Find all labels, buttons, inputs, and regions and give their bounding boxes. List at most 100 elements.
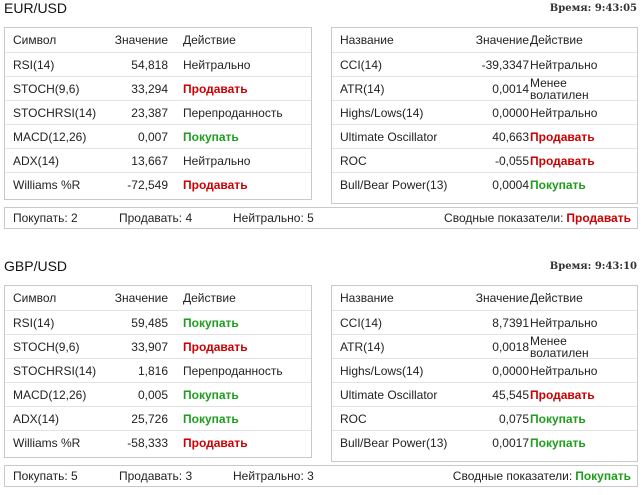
indicator-value: 0,0000 — [492, 106, 529, 120]
indicator-action: Покупать — [530, 436, 586, 450]
indicator-action: Покупать — [530, 178, 586, 192]
summary-overall: Сводные показатели: Покупать — [453, 466, 631, 486]
table-row: STOCH(9,6) 33,294 Продавать — [5, 76, 311, 100]
table-row: MACD(12,26) 0,007 Покупать — [5, 124, 311, 148]
table-row: STOCHRSI(14) 23,387 Перепроданность — [5, 100, 311, 124]
action-line: волатилен — [530, 346, 589, 360]
indicator-value: 25,726 — [131, 412, 168, 426]
table-row: CCI(14) 8,7391 Нейтрально — [332, 310, 637, 334]
summary-sell-count: Продавать: 4 — [119, 211, 193, 225]
oscillators-table: Символ Значение Действие RSI(14) 54,818 Нейтр… — [4, 27, 312, 200]
indicator-value: 33,907 — [131, 340, 168, 354]
indicator-name: ADX(14) — [13, 154, 60, 168]
indicator-name: Highs/Lows(14) — [340, 364, 424, 378]
indicator-name: ADX(14) — [13, 412, 60, 426]
table-row: Highs/Lows(14) 0,0000 Нейтрально — [332, 358, 637, 382]
indicator-action: Перепроданность — [183, 106, 283, 120]
summary-overall-label: Сводные показатели: — [452, 469, 573, 483]
table-row: Ultimate Oscillator 40,663 Продавать — [332, 124, 637, 148]
table-row: ADX(14) 25,726 Покупать — [5, 406, 311, 430]
summary-bar: Покупать: 2 Продавать: 4 Нейтрально: 5 Свод… — [4, 207, 638, 229]
indicator-action: Продавать — [530, 388, 595, 402]
indicator-value: 0,0014 — [492, 82, 529, 96]
table-row: RSI(14) 59,485 Покупать — [5, 310, 311, 334]
table-row: RSI(14) 54,818 Нейтрально — [5, 52, 311, 76]
table-row: Ultimate Oscillator 45,545 Продавать — [332, 382, 637, 406]
indicator-action: Продавать — [183, 82, 248, 96]
indicator-name: ROC — [340, 412, 367, 426]
indicator-value: 0,0018 — [492, 340, 529, 354]
column-header: Действие — [183, 33, 236, 47]
indicator-action: Менее волатилен — [530, 335, 589, 359]
indicator-action: Менее волатилен — [530, 77, 589, 101]
column-header: Значение — [114, 291, 168, 305]
table-row: Williams %R -72,549 Продавать — [5, 172, 311, 196]
table-row: STOCHRSI(14) 1,816 Перепроданность — [5, 358, 311, 382]
summary-buy-count: Покупать: 5 — [13, 469, 78, 483]
indicators-table: Название Значение Действие CCI(14) -39,3347 Н… — [331, 27, 638, 204]
table-row: ROC 0,075 Покупать — [332, 406, 637, 430]
indicator-name: ROC — [340, 154, 367, 168]
indicator-action: Продавать — [183, 178, 248, 192]
indicator-name: Ultimate Oscillator — [340, 130, 438, 144]
summary-bar: Покупать: 5 Продавать: 3 Нейтрально: 3 Свод… — [4, 465, 638, 487]
table-row: ROC -0,055 Продавать — [332, 148, 637, 172]
column-header: Символ — [13, 291, 57, 305]
table-header-row: Символ Значение Действие — [5, 28, 311, 52]
indicator-value: 0,0000 — [492, 364, 529, 378]
indicator-name: CCI(14) — [340, 316, 383, 330]
indicators-table: Название Значение Действие CCI(14) 8,7391 Ней… — [331, 285, 638, 462]
table-row: STOCH(9,6) 33,907 Продавать — [5, 334, 311, 358]
update-time: Время: 9:43:10 — [549, 261, 637, 272]
table-row: Bull/Bear Power(13) 0,0017 Покупать — [332, 430, 637, 454]
indicator-value: -0,055 — [494, 154, 529, 168]
indicator-value: 1,816 — [137, 364, 168, 378]
indicator-value: 0,0004 — [492, 178, 529, 192]
table-header-row: Название Значение Действие — [332, 286, 637, 310]
indicator-action: Продавать — [530, 154, 595, 168]
indicator-name: STOCH(9,6) — [13, 82, 80, 96]
indicator-value: 45,545 — [492, 388, 529, 402]
indicator-name: Williams %R — [13, 436, 81, 450]
indicator-action: Нейтрально — [183, 58, 251, 72]
table-row: Williams %R -58,333 Продавать — [5, 430, 311, 454]
indicator-name: RSI(14) — [13, 58, 55, 72]
indicator-name: Bull/Bear Power(13) — [340, 178, 448, 192]
indicator-name: Highs/Lows(14) — [340, 106, 424, 120]
indicator-name: Williams %R — [13, 178, 81, 192]
column-header: Название — [340, 291, 394, 305]
summary-overall: Сводные показатели: Продавать — [444, 208, 631, 228]
indicator-name: ATR(14) — [340, 82, 385, 96]
indicator-action: Нейтрально — [530, 316, 598, 330]
indicator-action: Покупать — [530, 412, 586, 426]
summary-neutral-count: Нейтрально: 3 — [233, 469, 314, 483]
summary-overall-label: Сводные показатели: — [444, 211, 564, 225]
summary-overall-value: Продавать — [566, 211, 631, 225]
indicator-name: MACD(12,26) — [13, 388, 87, 402]
action-line: волатилен — [530, 88, 589, 102]
indicator-name: Ultimate Oscillator — [340, 388, 438, 402]
indicator-name: ATR(14) — [340, 340, 385, 354]
indicator-action: Нейтрально — [183, 154, 251, 168]
indicator-value: 0,0017 — [492, 436, 529, 450]
indicator-value: 54,818 — [131, 58, 168, 72]
indicator-name: RSI(14) — [13, 316, 55, 330]
indicator-action: Покупать — [183, 388, 239, 402]
indicator-value: 8,7391 — [492, 316, 529, 330]
column-header: Значение — [475, 291, 529, 305]
indicator-action: Продавать — [530, 130, 595, 144]
indicator-value: 33,294 — [131, 82, 168, 96]
indicator-action: Покупать — [183, 316, 239, 330]
column-header: Действие — [530, 291, 583, 305]
column-header: Значение — [114, 33, 168, 47]
indicator-value: 0,075 — [498, 412, 529, 426]
indicator-value: -72,549 — [127, 178, 168, 192]
indicator-name: MACD(12,26) — [13, 130, 87, 144]
column-header: Название — [340, 33, 394, 47]
indicator-action: Покупать — [183, 412, 239, 426]
indicator-action: Нейтрально — [530, 364, 598, 378]
oscillators-table: Символ Значение Действие RSI(14) 59,485 Покуп… — [4, 285, 312, 458]
table-row: Bull/Bear Power(13) 0,0004 Покупать — [332, 172, 637, 196]
table-row: ADX(14) 13,667 Нейтрально — [5, 148, 311, 172]
summary-buy-count: Покупать: 2 — [13, 211, 78, 225]
